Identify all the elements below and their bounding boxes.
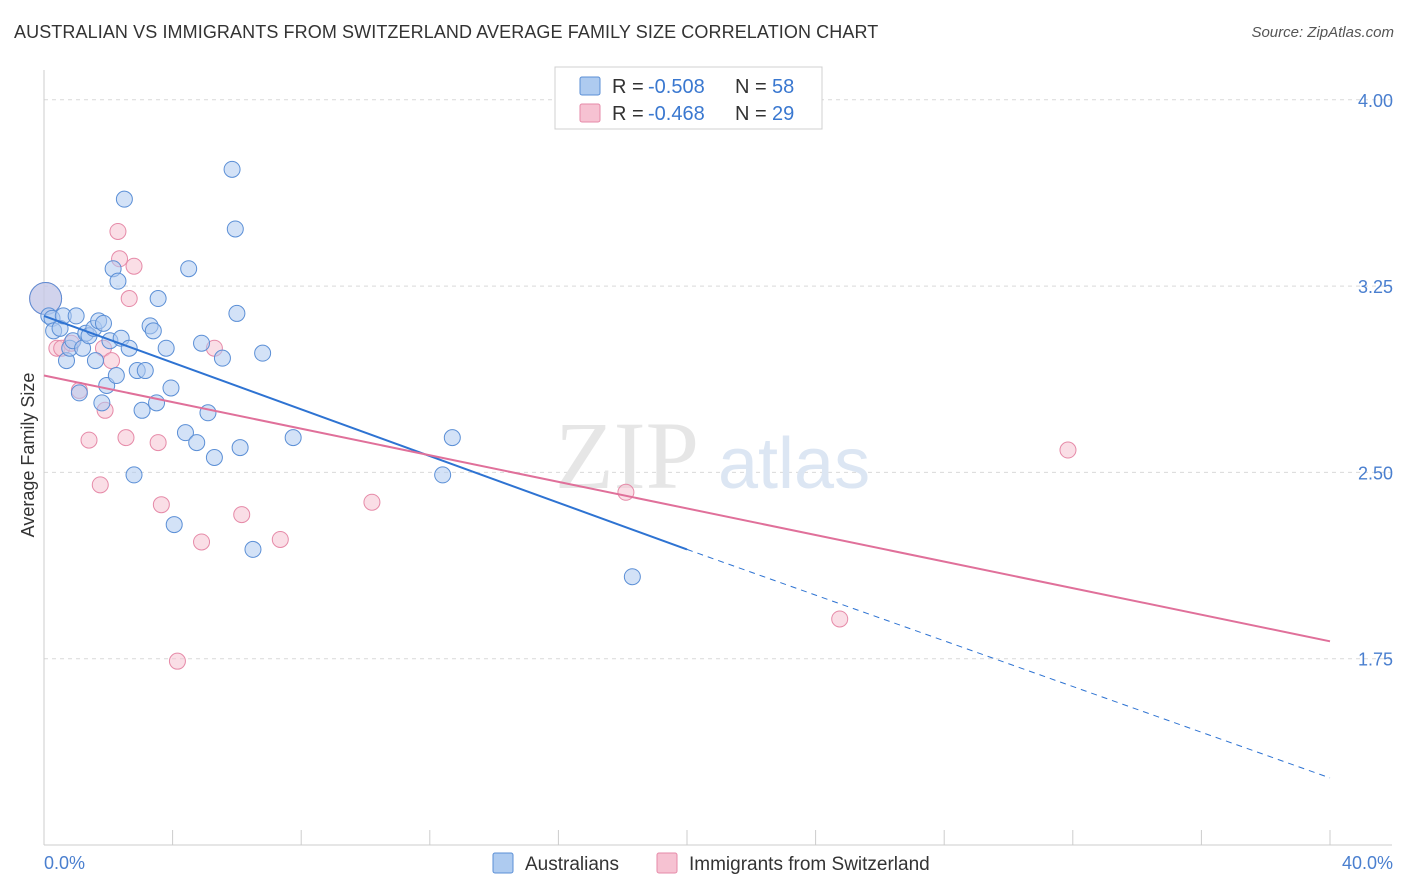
bottom-legend-label-swiss: Immigrants from Switzerland xyxy=(689,854,930,875)
legend-r-label-2: R = xyxy=(612,103,644,125)
swiss-point xyxy=(831,610,849,628)
australian-point xyxy=(144,322,162,340)
australian-point xyxy=(623,568,641,586)
swiss-point xyxy=(117,429,135,447)
australian-point xyxy=(223,160,241,178)
australian-point xyxy=(213,349,231,367)
swiss-point xyxy=(363,493,381,511)
series-australians xyxy=(29,160,641,586)
australian-point xyxy=(443,429,461,447)
australian-point xyxy=(162,379,180,397)
x-tick-label-min: 0.0% xyxy=(44,853,85,873)
legend-r-value-1: -0.508 xyxy=(648,76,705,98)
australian-point xyxy=(86,352,104,370)
trend-line-australians-extrapolated xyxy=(686,548,1331,779)
australian-point xyxy=(136,362,154,380)
swiss-point xyxy=(152,496,170,514)
trend-lines xyxy=(43,314,1331,779)
australian-point xyxy=(226,220,244,238)
x-tick-labels: 0.0% 40.0% xyxy=(44,853,1393,873)
y-tick-label: 2.50 xyxy=(1358,463,1393,483)
australian-point xyxy=(180,260,198,278)
australian-point xyxy=(115,190,133,208)
swiss-point xyxy=(271,530,289,548)
swiss-point xyxy=(233,506,251,524)
legend-r-value-2: -0.468 xyxy=(648,103,705,125)
legend-swatch-blue xyxy=(579,76,601,96)
legend-n-label-1: N = xyxy=(735,76,767,98)
chart-title: AUSTRALIAN VS IMMIGRANTS FROM SWITZERLAN… xyxy=(14,22,879,42)
australian-point xyxy=(94,314,112,332)
y-tick-label: 4.00 xyxy=(1358,91,1393,111)
australian-point xyxy=(254,344,272,362)
y-tick-label: 1.75 xyxy=(1358,650,1393,670)
australian-point xyxy=(199,404,217,422)
legend-n-value-1: 58 xyxy=(772,76,794,98)
australian-point xyxy=(176,424,194,442)
swiss-point xyxy=(168,652,186,670)
legend-n-value-2: 29 xyxy=(772,103,794,125)
australian-point xyxy=(244,540,262,558)
australian-point xyxy=(120,339,138,357)
swiss-point xyxy=(80,431,98,449)
axes xyxy=(43,70,1392,846)
australian-point xyxy=(165,516,183,534)
australian-point xyxy=(67,307,85,325)
australian-point xyxy=(193,334,211,352)
x-tick-label-max: 40.0% xyxy=(1342,853,1393,873)
y-tick-labels: 1.75 2.50 3.25 4.00 xyxy=(1358,91,1393,670)
swiss-point xyxy=(91,476,109,494)
watermark-atlas: atlas xyxy=(718,424,870,504)
bottom-legend-swatch-pink xyxy=(656,852,678,874)
australian-point xyxy=(205,449,223,466)
australian-point xyxy=(93,394,111,412)
bottom-legend: Australians Immigrants from Switzerland xyxy=(492,852,930,875)
swiss-point xyxy=(103,352,121,370)
swiss-point xyxy=(1059,441,1077,459)
bottom-legend-label-australians: Australians xyxy=(525,854,619,875)
australian-point xyxy=(149,290,167,308)
australian-point xyxy=(133,401,151,419)
legend-r-label-1: R = xyxy=(612,76,644,98)
y-tick-label: 3.25 xyxy=(1358,277,1393,297)
australian-point xyxy=(125,466,143,484)
series-immigrants-switzerland xyxy=(29,222,1077,670)
australian-point xyxy=(284,429,302,447)
australian-point xyxy=(107,367,125,385)
trend-line-swiss xyxy=(43,374,1331,643)
swiss-point xyxy=(193,533,211,551)
australian-point xyxy=(109,272,127,290)
legend-n-label-2: N = xyxy=(735,103,767,125)
legend-box: R = -0.508 N = 58 R = -0.468 N = 29 xyxy=(554,66,823,130)
trend-line-australians xyxy=(43,314,688,551)
swiss-point xyxy=(125,257,143,275)
y-axis-title: Average Family Size xyxy=(18,373,38,538)
bottom-legend-swatch-blue xyxy=(492,852,514,874)
swiss-point xyxy=(120,290,138,308)
australian-point xyxy=(70,384,88,402)
watermark: ZIP atlas xyxy=(555,402,870,509)
australian-point xyxy=(157,339,175,357)
australian-point xyxy=(231,439,249,457)
australian-point xyxy=(188,434,206,452)
australian-point xyxy=(228,304,246,322)
chart-source: Source: ZipAtlas.com xyxy=(1251,24,1394,41)
swiss-point xyxy=(109,222,127,240)
gridlines xyxy=(44,99,1392,660)
legend-swatch-pink xyxy=(579,103,601,123)
swiss-point xyxy=(149,434,167,452)
australian-point xyxy=(434,466,452,484)
